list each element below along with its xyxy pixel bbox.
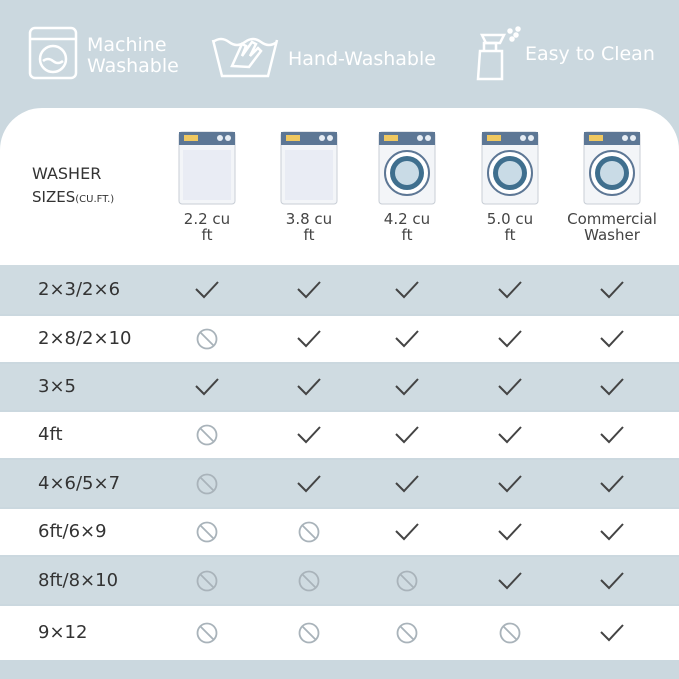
washer-drawing bbox=[178, 131, 236, 205]
row-label: 2×3/2×6 bbox=[38, 278, 121, 300]
check-icon bbox=[498, 571, 522, 589]
no-icon bbox=[298, 622, 320, 644]
header-unit: (CU.FT.) bbox=[75, 194, 115, 205]
row-band bbox=[0, 265, 679, 314]
check-icon bbox=[600, 474, 624, 492]
row-label: 4ft bbox=[38, 424, 63, 445]
column-label: 3.8 cu ft bbox=[285, 210, 333, 244]
no-icon bbox=[396, 570, 418, 591]
check-icon bbox=[297, 280, 321, 298]
machine-wash-icon bbox=[28, 26, 78, 80]
row-band bbox=[0, 364, 679, 410]
feature: Machine Washable bbox=[87, 34, 179, 77]
check-icon bbox=[297, 426, 321, 444]
header-subtitle-text: SIZES bbox=[32, 188, 76, 206]
washer-icon bbox=[481, 131, 539, 205]
row-label: 2×8/2×10 bbox=[38, 328, 132, 349]
column-label: 5.0 cu ft bbox=[486, 210, 534, 244]
washer-drawing bbox=[481, 131, 539, 205]
check-icon bbox=[195, 378, 219, 396]
check-icon bbox=[600, 523, 624, 541]
washer-icon bbox=[583, 131, 641, 205]
no-icon bbox=[196, 570, 218, 591]
row-label: 4×6/5×7 bbox=[38, 472, 121, 494]
check-icon bbox=[600, 624, 624, 642]
feature: Easy to Clean bbox=[525, 43, 655, 65]
feature: Hand-Washable bbox=[288, 48, 436, 70]
check-icon bbox=[498, 523, 522, 541]
washer-icon bbox=[378, 131, 436, 205]
check-icon bbox=[395, 280, 419, 298]
check-icon bbox=[297, 330, 321, 348]
check-icon bbox=[498, 426, 522, 444]
header-subtitle: SIZES(CU.FT.) bbox=[32, 188, 114, 206]
header-title: WASHER bbox=[32, 164, 102, 183]
check-icon bbox=[297, 378, 321, 396]
check-icon bbox=[600, 426, 624, 444]
check-icon bbox=[600, 571, 624, 589]
check-icon bbox=[600, 330, 624, 348]
check-icon bbox=[600, 378, 624, 396]
check-icon bbox=[395, 330, 419, 348]
no-icon bbox=[298, 570, 320, 591]
check-icon bbox=[498, 378, 522, 396]
no-icon bbox=[196, 328, 218, 350]
row-label: 9×12 bbox=[38, 622, 88, 643]
washer-drawing bbox=[280, 131, 338, 205]
check-icon bbox=[498, 280, 522, 298]
spray-icon bbox=[476, 26, 521, 81]
hand-wash-icon bbox=[211, 37, 279, 78]
check-icon bbox=[195, 280, 219, 298]
check-icon bbox=[498, 330, 522, 348]
washer-drawing bbox=[583, 131, 641, 205]
column-label: 2.2 cu ft bbox=[183, 210, 231, 244]
row-label: 6ft/6×9 bbox=[38, 521, 107, 542]
row-label: 8ft/8×10 bbox=[38, 569, 119, 591]
no-icon bbox=[298, 521, 320, 543]
no-icon bbox=[396, 622, 418, 644]
row-band bbox=[0, 460, 679, 507]
washer-icon bbox=[280, 131, 338, 205]
check-icon bbox=[600, 280, 624, 298]
check-icon bbox=[395, 426, 419, 444]
no-icon bbox=[196, 473, 218, 494]
no-icon bbox=[196, 521, 218, 543]
no-icon bbox=[196, 424, 218, 446]
no-icon bbox=[499, 622, 521, 644]
column-label: Commercial Washer bbox=[567, 210, 657, 244]
check-icon bbox=[395, 523, 419, 541]
washer-icon bbox=[178, 131, 236, 205]
table-header bbox=[0, 108, 679, 265]
row-band bbox=[0, 316, 679, 362]
column-label: 4.2 cu ft bbox=[383, 210, 431, 244]
check-icon bbox=[395, 474, 419, 492]
row-band bbox=[0, 557, 679, 604]
no-icon bbox=[196, 622, 218, 644]
check-icon bbox=[498, 474, 522, 492]
washer-drawing bbox=[378, 131, 436, 205]
row-label: 3×5 bbox=[38, 376, 76, 397]
check-icon bbox=[297, 474, 321, 492]
row-band bbox=[0, 412, 679, 458]
row-band bbox=[0, 509, 679, 555]
check-icon bbox=[395, 378, 419, 396]
row-band bbox=[0, 606, 679, 660]
